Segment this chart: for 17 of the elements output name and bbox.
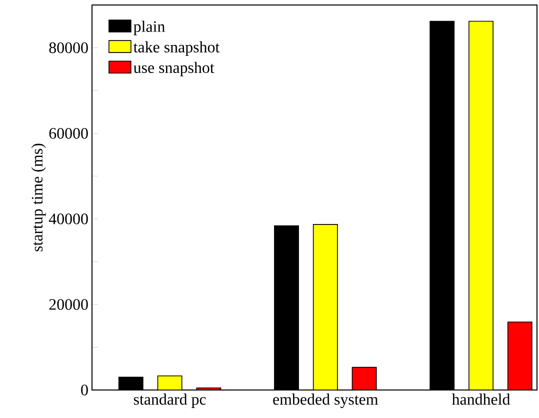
y-axis-title: startup time (ms) [31,144,46,252]
y-tick-label: 60000 [49,128,88,139]
bar [312,224,338,390]
y-tick-label: 80000 [49,42,88,54]
y-tick-label: 20000 [49,299,88,310]
legend-label: plain [134,20,165,36]
x-tick-label: embeded system [273,394,378,408]
x-tick-label: handheld [452,394,510,405]
bar [352,366,377,390]
x-tick-label: standard pc [134,394,206,408]
y-tick-label: 0 [81,384,88,396]
y-tick-label: 40000 [48,214,88,224]
bar [157,375,182,390]
legend-label: use snapshot [134,62,214,76]
bar [468,20,494,390]
bar [507,322,532,390]
legend-label: take snapshot [133,41,220,56]
